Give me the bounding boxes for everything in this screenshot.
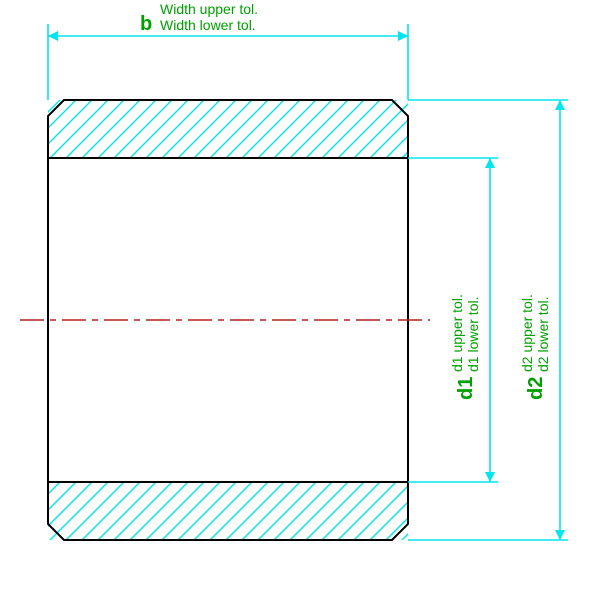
dim-b-lower-tol: Width lower tol.: [160, 17, 256, 33]
dim-d2-upper-tol: d2 upper tol.: [519, 294, 535, 372]
dim-b-label: b: [140, 13, 152, 35]
dim-b-upper-tol: Width upper tol.: [160, 1, 258, 17]
dim-d1-upper-tol: d1 upper tol.: [449, 294, 465, 372]
dim-d1-lower-tol: d1 lower tol.: [465, 297, 481, 372]
dim-d1-label: d1: [455, 377, 477, 400]
dim-d2-label: d2: [525, 377, 547, 400]
dim-d2-lower-tol: d2 lower tol.: [535, 297, 551, 372]
